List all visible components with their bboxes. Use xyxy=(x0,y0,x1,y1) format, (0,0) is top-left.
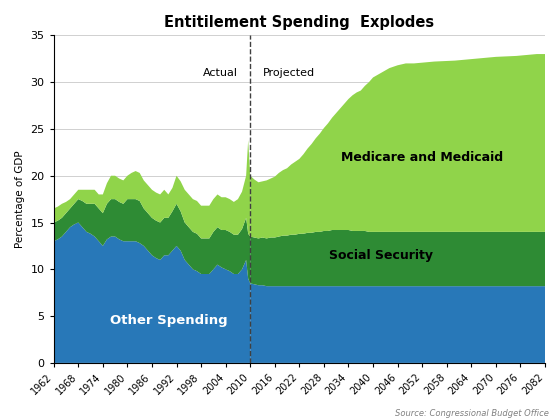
Text: Other Spending: Other Spending xyxy=(110,314,227,327)
Title: Entitilement Spending  Explodes: Entitilement Spending Explodes xyxy=(164,15,435,30)
Text: Source: Congressional Budget Office: Source: Congressional Budget Office xyxy=(395,409,549,418)
Text: Actual: Actual xyxy=(203,68,238,78)
Text: Medicare and Medicaid: Medicare and Medicaid xyxy=(341,150,503,163)
Text: Social Security: Social Security xyxy=(329,249,433,262)
Text: Projected: Projected xyxy=(263,68,315,78)
Y-axis label: Percentage of GDP: Percentage of GDP xyxy=(15,150,25,248)
